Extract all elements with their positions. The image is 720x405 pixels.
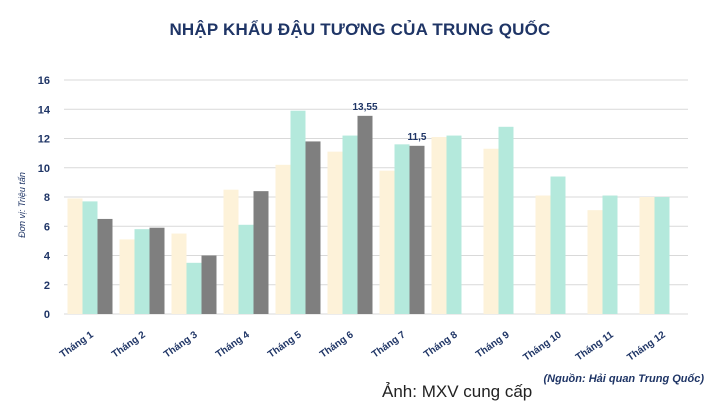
bar — [149, 227, 165, 314]
bar — [379, 170, 395, 314]
bar — [82, 201, 98, 314]
data-label: 11,5 — [408, 132, 427, 143]
chart-title: NHẬP KHẨU ĐẬU TƯƠNG CỦA TRUNG QUỐC — [169, 20, 551, 39]
x-tick-label: Tháng 9 — [474, 329, 512, 360]
y-tick-label: 12 — [38, 134, 50, 146]
bar — [119, 239, 135, 314]
bar — [550, 176, 566, 314]
bar — [327, 151, 343, 314]
bar — [290, 110, 306, 315]
image-credit: Ảnh: MXV cung cấp — [382, 382, 533, 401]
bar — [171, 233, 187, 314]
bar — [394, 144, 410, 314]
source-note: (Nguồn: Hải quan Trung Quốc) — [543, 373, 705, 385]
bar — [498, 126, 514, 314]
y-tick-label: 4 — [44, 251, 51, 263]
y-tick-label: 16 — [38, 75, 50, 87]
y-tick-label: 2 — [44, 280, 50, 292]
bar — [201, 255, 217, 314]
bar — [654, 197, 670, 314]
x-tick-label: Tháng 5 — [266, 329, 304, 360]
bar — [253, 191, 269, 314]
bar — [639, 197, 655, 314]
x-tick-label: Tháng 4 — [214, 329, 252, 360]
x-tick-label: Tháng 11 — [574, 329, 616, 363]
bar — [409, 145, 425, 314]
bar — [602, 195, 618, 314]
y-tick-label: 8 — [44, 192, 50, 204]
x-tick-label: Tháng 7 — [370, 329, 408, 360]
x-tick-label: Tháng 10 — [521, 329, 564, 363]
bar — [67, 198, 83, 314]
bar — [238, 224, 254, 314]
x-tick-label: Tháng 8 — [422, 329, 460, 360]
bar — [587, 210, 603, 314]
y-tick-label: 0 — [44, 309, 50, 321]
y-tick-label: 6 — [44, 221, 50, 233]
bar — [483, 148, 499, 314]
bar — [186, 262, 202, 314]
bar — [97, 218, 113, 314]
bar — [431, 137, 447, 314]
x-tick-label: Tháng 2 — [110, 329, 148, 360]
data-label: 13,55 — [352, 102, 377, 113]
bar — [535, 195, 551, 314]
bar — [357, 115, 373, 314]
bar — [134, 229, 150, 314]
bar — [305, 141, 321, 314]
bar — [275, 164, 291, 314]
bar — [223, 189, 239, 314]
x-tick-label: Tháng 3 — [162, 329, 200, 360]
x-tick-label: Tháng 12 — [625, 329, 668, 363]
x-tick-label: Tháng 6 — [318, 329, 356, 360]
y-tick-label: 10 — [38, 163, 50, 175]
bar — [446, 135, 462, 314]
bar — [342, 135, 358, 314]
x-tick-label: Tháng 1 — [58, 329, 96, 360]
y-tick-label: 14 — [38, 104, 51, 116]
